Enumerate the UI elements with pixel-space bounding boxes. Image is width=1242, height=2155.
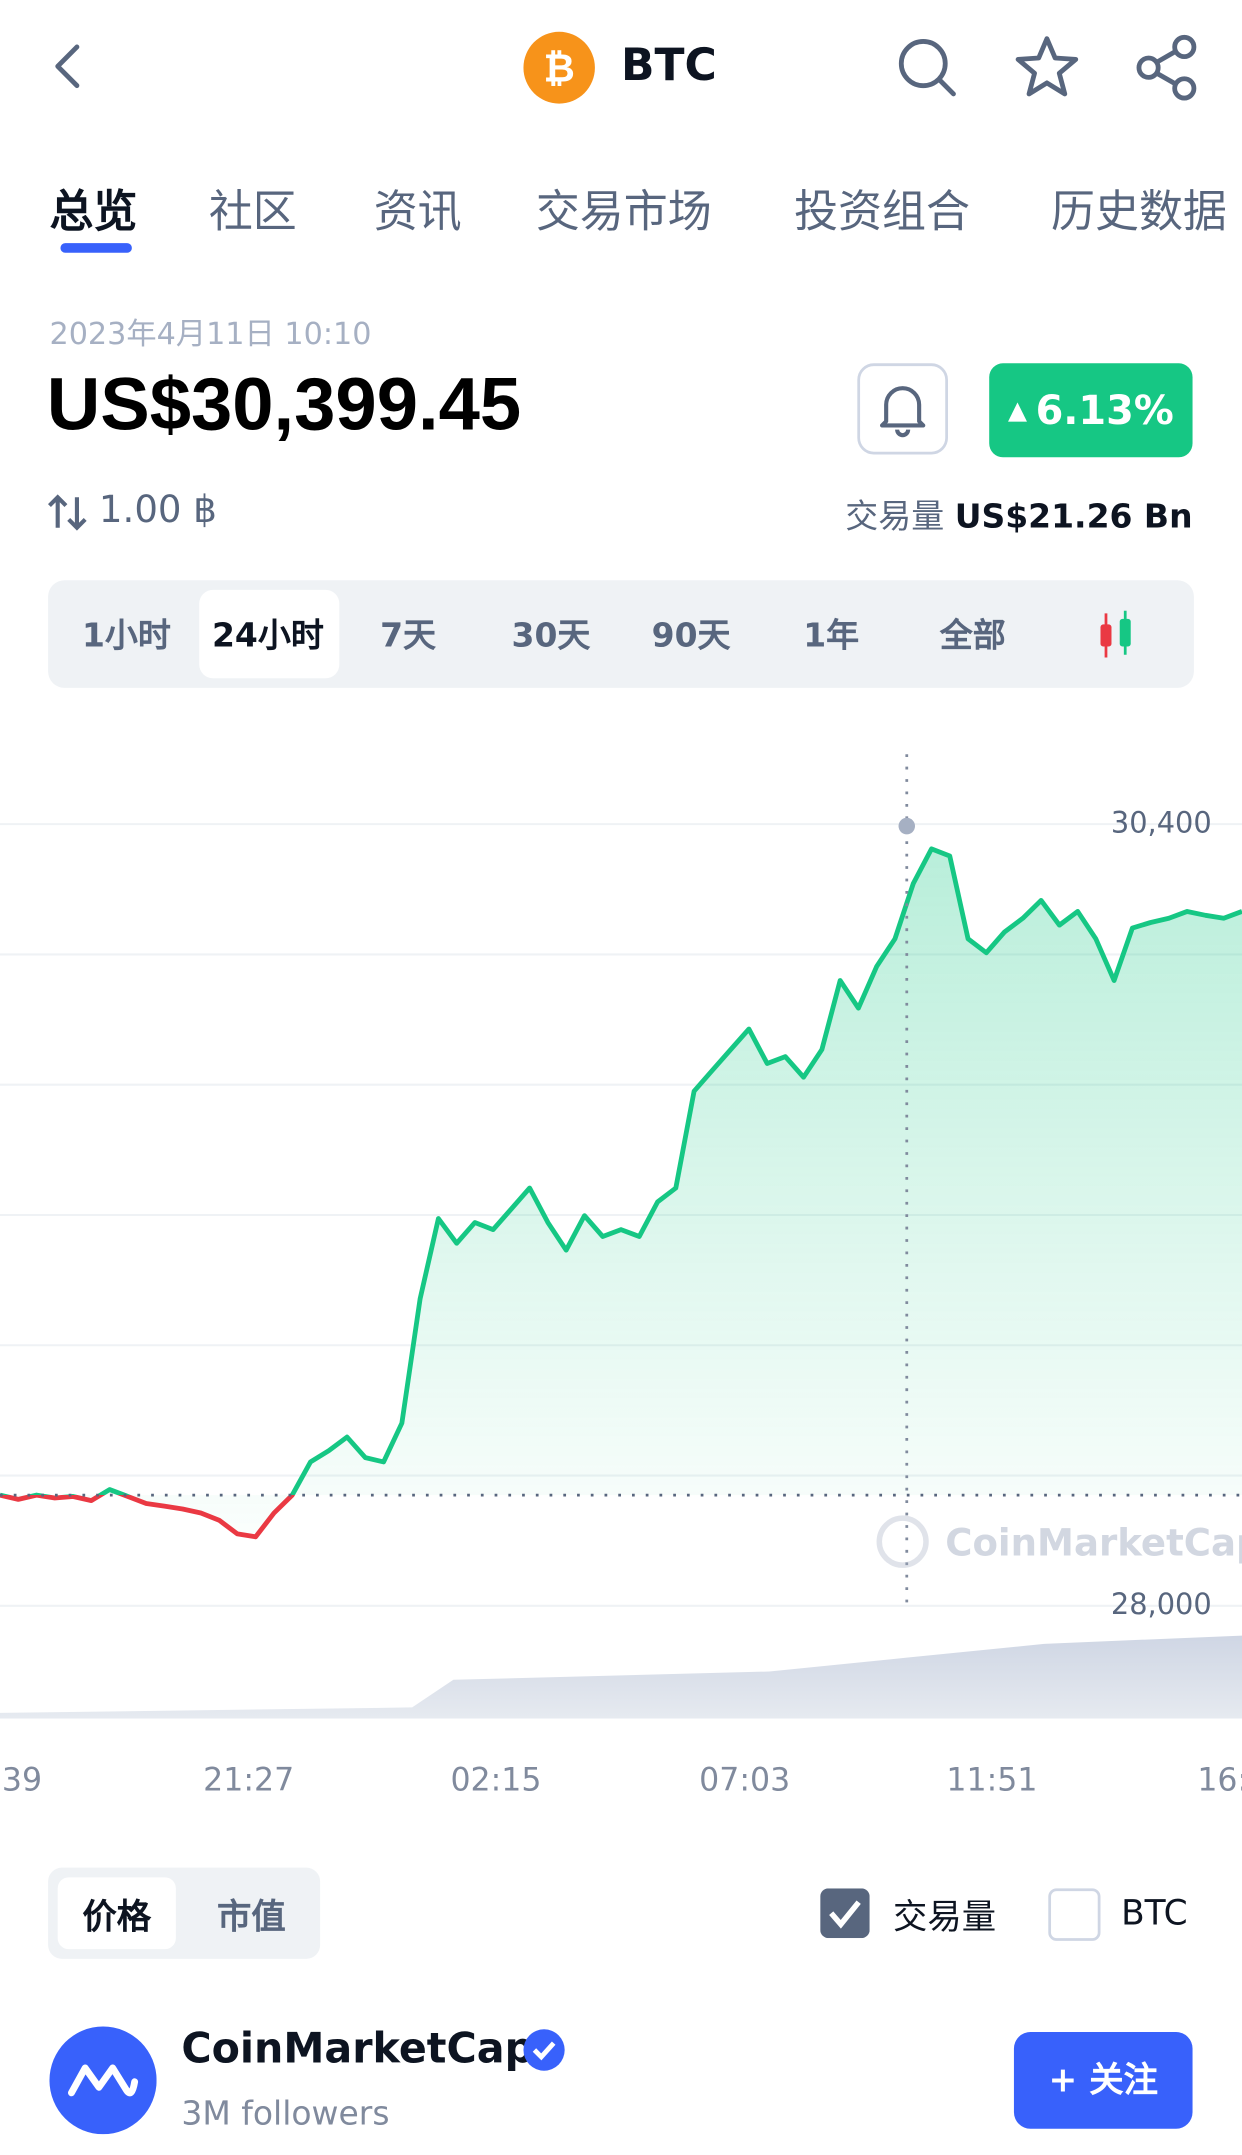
- crosshair-dot: [898, 817, 916, 835]
- tab[interactable]: 总览: [49, 185, 138, 238]
- range-active: [199, 589, 340, 679]
- range-button[interactable]: 7天: [380, 616, 436, 655]
- x-tick-label: 39: [2, 1762, 42, 1798]
- x-tick-label: 02:15: [450, 1762, 541, 1798]
- range-button[interactable]: 90天: [651, 616, 731, 655]
- date: 2023年4月11日 10:10: [49, 317, 372, 353]
- amount: 1.00 ฿: [98, 489, 217, 532]
- tab[interactable]: 资讯: [373, 185, 462, 238]
- swap-icon: [48, 494, 87, 531]
- range-button[interactable]: 24小时: [211, 616, 324, 655]
- followers: 3M followers: [181, 2094, 390, 2133]
- verified-badge: [523, 2029, 565, 2071]
- star-button[interactable]: [1011, 33, 1082, 102]
- toggle-active: [57, 1877, 176, 1950]
- back-button[interactable]: [41, 39, 96, 94]
- x-tick-label: 16:: [1197, 1762, 1242, 1798]
- x-tick-label: 21:27: [203, 1762, 294, 1798]
- x-tick-label: 07:03: [699, 1762, 790, 1798]
- price-chart: CoinMarketCap 28,000 30,400 39 21:27 02:15 07…: [0, 754, 1242, 1798]
- y-tick-label: 30,400: [1111, 805, 1212, 839]
- follow-button[interactable]: + 关注: [1013, 2032, 1193, 2129]
- volume-bars: [0, 1635, 1242, 1719]
- range-button[interactable]: 30天: [511, 616, 591, 655]
- volume-option: 交易量: [893, 1896, 997, 1937]
- svg-text:₿: ₿: [544, 46, 575, 91]
- tab[interactable]: 投资组合: [794, 185, 970, 238]
- btc-icon: ₿: [523, 31, 595, 104]
- watermark: CoinMarketCap: [945, 1520, 1242, 1564]
- alert-button[interactable]: [857, 363, 948, 455]
- search-button[interactable]: [893, 33, 962, 102]
- btc-option: BTC: [1121, 1892, 1188, 1933]
- volume-label: 交易量: [845, 497, 945, 536]
- cmc-avatar: [49, 2026, 157, 2135]
- volume-checkbox[interactable]: [820, 1888, 870, 1939]
- y-tick-label: 28,000: [1111, 1587, 1212, 1621]
- change-badge: ▲ 6.13%: [989, 363, 1193, 458]
- price-line: [0, 846, 1242, 1540]
- volume-value: US$21.26 Bn: [954, 497, 1193, 536]
- tab[interactable]: 历史数据: [1051, 185, 1227, 238]
- change-value: 6.13%: [1035, 386, 1174, 434]
- tab[interactable]: 社区: [208, 185, 297, 238]
- toggle-price[interactable]: 价格: [82, 1896, 152, 1937]
- toggle-cap[interactable]: 市值: [217, 1896, 286, 1937]
- tab-indicator: [60, 243, 132, 253]
- range-button[interactable]: 全部: [939, 616, 1006, 655]
- btc-checkbox[interactable]: [1048, 1888, 1101, 1941]
- price-area: [0, 848, 1242, 1537]
- range-button[interactable]: 1小时: [81, 616, 171, 655]
- watermark-group: [876, 1515, 929, 1568]
- candle-toggle[interactable]: [1094, 610, 1141, 661]
- share-button[interactable]: [1132, 33, 1203, 102]
- tab[interactable]: 交易市场: [535, 185, 712, 238]
- range-button[interactable]: 1年: [803, 616, 860, 655]
- price: US$30,399.45: [46, 363, 522, 447]
- profile-name: CoinMarketCap: [181, 2025, 535, 2074]
- volume-row: 交易量 US$21.26 Bn: [845, 489, 1192, 537]
- x-tick-label: 11:51: [946, 1762, 1037, 1798]
- coin-title: BTC: [621, 38, 717, 92]
